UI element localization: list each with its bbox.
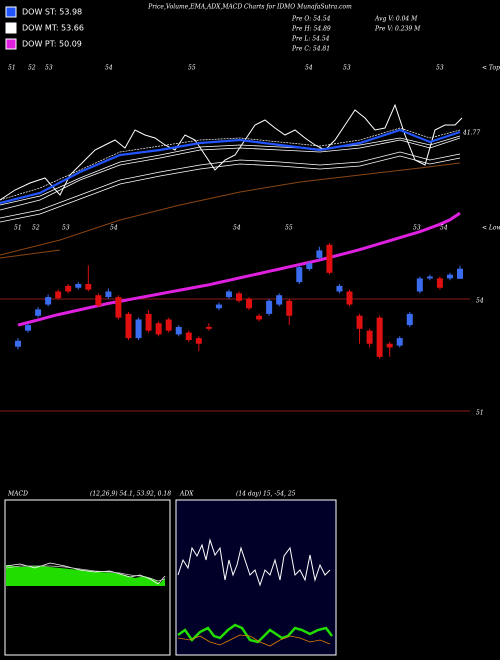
candle-body xyxy=(175,326,182,335)
candle-body xyxy=(376,317,383,357)
candle-body xyxy=(135,319,142,339)
stat-label: Avg V: 0.04 M xyxy=(374,16,418,23)
top-label: 54 xyxy=(105,65,113,72)
candle-body xyxy=(85,284,92,290)
candle-body xyxy=(446,274,453,279)
legend-swatch xyxy=(5,6,17,18)
bottom-label: 54 xyxy=(110,225,118,232)
candle-body xyxy=(15,340,21,347)
candle-body xyxy=(356,315,363,329)
top-label: 51 xyxy=(8,65,16,72)
candle-body xyxy=(296,267,303,283)
candle-body xyxy=(145,313,152,331)
candle-body xyxy=(346,291,353,305)
candle-body xyxy=(195,338,202,344)
top-label: 52 xyxy=(28,65,36,72)
bottom-label: 54 xyxy=(440,225,448,232)
macd-params: (12,26,9) 54.1, 53.92, 0.18 xyxy=(90,491,171,498)
top-label: 53 xyxy=(436,65,444,72)
candle-body xyxy=(457,268,463,279)
candle-body xyxy=(236,293,242,301)
legend-swatch xyxy=(5,22,17,34)
candle-body xyxy=(115,297,122,318)
macd-signal xyxy=(5,565,166,582)
candle-body xyxy=(436,278,443,288)
top-label: 53 xyxy=(45,65,53,72)
candle-body xyxy=(326,244,333,273)
candle-body xyxy=(155,323,162,335)
adx-params: (14 day) 15, -54, 25 xyxy=(236,491,296,498)
candle-body xyxy=(205,326,212,329)
bottom-label: 52 xyxy=(32,225,40,232)
stat-label: Pre V: 0.239 M xyxy=(374,26,421,33)
candle-body xyxy=(256,315,263,320)
macd-label: MACD xyxy=(7,491,28,498)
candle-body xyxy=(95,295,102,306)
candle-body xyxy=(225,291,232,298)
top-label: 55 xyxy=(188,65,196,72)
top-label: 53 xyxy=(343,65,351,72)
legend-label: DOW PT: 50.09 xyxy=(22,40,82,49)
candle-body xyxy=(366,330,373,344)
candle-body xyxy=(276,295,283,305)
legend: DOW ST: 53.98 DOW MT: 53.66 DOW PT: 50.09 xyxy=(5,6,84,50)
candle-body xyxy=(35,309,42,316)
stat-label: Pre L: 54.54 xyxy=(291,36,330,43)
bottom-label: 53 xyxy=(62,225,70,232)
bottom-label: 55 xyxy=(285,225,293,232)
candle-body xyxy=(25,325,32,331)
candle-body xyxy=(406,313,413,326)
upper-value-label: 41.77 xyxy=(462,130,480,137)
candle-body xyxy=(185,332,192,341)
candle-body xyxy=(65,285,72,292)
candle-body xyxy=(215,304,222,309)
top-label: 54 xyxy=(305,65,313,72)
y-tick-label: 54 xyxy=(476,297,484,304)
candle-body xyxy=(55,291,62,299)
candle-body xyxy=(75,284,82,288)
candle-body xyxy=(396,338,403,346)
y-tick-label: 51 xyxy=(476,409,484,416)
candle-body xyxy=(286,300,293,316)
legend-swatch xyxy=(5,38,17,50)
plot-area: 51 54 xyxy=(0,211,484,416)
macd-histogram xyxy=(6,565,165,586)
legend-label: DOW MT: 53.66 xyxy=(22,24,84,33)
stat-label: Pre O: 54.54 xyxy=(291,16,331,23)
candle-body xyxy=(165,319,172,331)
ema-line xyxy=(17,211,461,327)
chart-title: Price,Volume,EMA,ADX,MACD Charts for IDM… xyxy=(147,4,352,11)
tops-label: < Tops xyxy=(482,65,500,72)
candle-body xyxy=(426,276,433,279)
candle-body xyxy=(416,278,423,292)
candle-body xyxy=(306,263,313,270)
candle-body xyxy=(125,313,132,339)
upper-indicators xyxy=(0,103,463,259)
lows-label: < Lows xyxy=(482,225,500,232)
legend-label: DOW ST: 53.98 xyxy=(22,8,82,17)
candle-body xyxy=(266,300,273,314)
stat-label: Pre C: 54.81 xyxy=(291,46,330,53)
stat-label: Pre H: 54.89 xyxy=(291,26,331,33)
bottom-label: 51 xyxy=(14,225,22,232)
adx-label: ADX xyxy=(179,491,194,498)
bottom-label: 54 xyxy=(233,225,241,232)
adx-panel xyxy=(175,499,337,656)
candle-body xyxy=(386,343,393,348)
candle-body xyxy=(336,285,343,292)
candle-body xyxy=(316,250,323,258)
candle-body xyxy=(246,298,253,309)
bottom-label: 53 xyxy=(413,225,421,232)
candle-body xyxy=(105,291,112,298)
candle-body xyxy=(45,297,52,305)
